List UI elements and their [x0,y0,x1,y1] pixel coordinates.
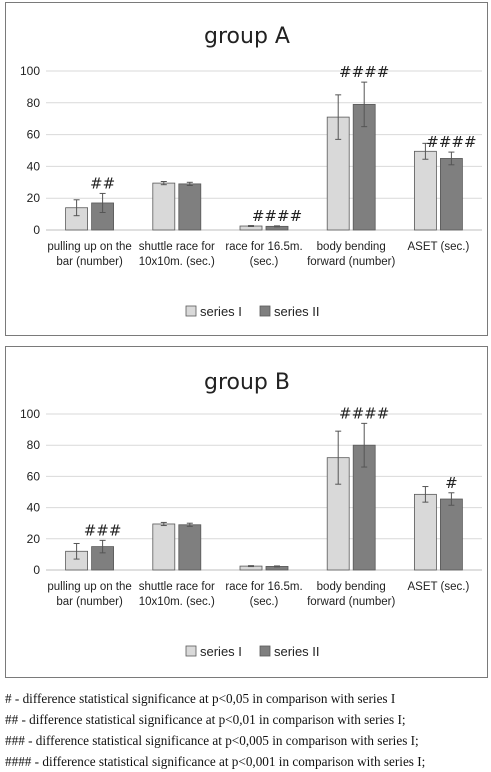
category-label: shuttle race for [139,581,215,593]
significance-mark: ### [84,521,122,539]
category-label: forward (number) [307,256,395,268]
footnote-line: #### - difference statistical significan… [5,754,426,769]
significance-mark: # [445,474,458,492]
significance-mark: ## [90,174,115,192]
category-label: bar (number) [56,596,123,608]
y-tick-label: 40 [27,501,41,515]
bar [439,498,463,571]
category-label: 10x10m. (sec.) [139,256,215,268]
category-label: pulling up on the [47,241,131,253]
chart-svg-group-a: group A 0 20 40 60 80 100 ## pulling up on the ba… [20,24,482,319]
category-label: (sec.) [250,596,279,608]
y-tick-label: 0 [33,563,40,577]
footnote-line: ### - difference statistical significanc… [5,733,419,748]
legend-swatch [259,645,271,657]
significance-mark: #### [252,207,302,225]
y-tick-label: 40 [27,159,41,173]
y-tick-label: 80 [27,96,41,110]
category-label: bar (number) [56,256,123,268]
category-label: forward (number) [307,596,395,608]
category-label: pulling up on the [47,581,131,593]
significance-mark: #### [426,133,476,151]
y-tick-label: 0 [33,223,40,237]
bar [152,523,176,571]
category-label: body bending [317,241,386,253]
bar [413,493,437,571]
chart-svg-group-b: group B 0 20 40 60 80 100 ### pulling up on the b… [20,370,482,659]
footnote-line: ## - difference statistical significance… [5,712,406,727]
legend-label: series I [200,304,242,319]
category-label: ASET (sec.) [408,581,470,593]
y-tick-label: 20 [27,191,41,205]
category-label: race for 16.5m. [225,581,302,593]
category-label: 10x10m. (sec.) [139,596,215,608]
bar [178,524,202,571]
legend-swatch [259,305,271,317]
legend-swatch [185,645,197,657]
category-label: shuttle race for [139,241,215,253]
y-tick-label: 100 [20,64,40,78]
legend-swatch [185,305,197,317]
legend-label: series II [274,644,320,659]
y-tick-label: 80 [27,438,41,452]
significance-mark: #### [339,404,389,422]
chart-title: group B [204,370,290,395]
bar [152,182,176,231]
category-label: (sec.) [250,256,279,268]
y-tick-label: 20 [27,532,41,546]
footnote-line: # - difference statistical significance … [5,691,396,706]
bar [178,183,202,231]
chart-title: group A [204,24,290,49]
legend-label: series II [274,304,320,319]
significance-footnotes: # - difference statistical significance … [5,688,489,772]
category-label: body bending [317,581,386,593]
category-label: ASET (sec.) [408,241,470,253]
bar [413,150,437,231]
bar [439,158,463,231]
y-tick-label: 60 [27,469,41,483]
y-tick-label: 60 [27,128,41,142]
legend-label: series I [200,644,242,659]
significance-mark: #### [339,63,389,81]
y-tick-label: 100 [20,407,40,421]
chart-panel-group-a: group A 0 20 40 60 80 100 ## pulling up on the ba… [5,2,488,336]
chart-panel-group-b: group B 0 20 40 60 80 100 ### pulling up on the b… [5,346,488,678]
category-label: race for 16.5m. [225,241,302,253]
